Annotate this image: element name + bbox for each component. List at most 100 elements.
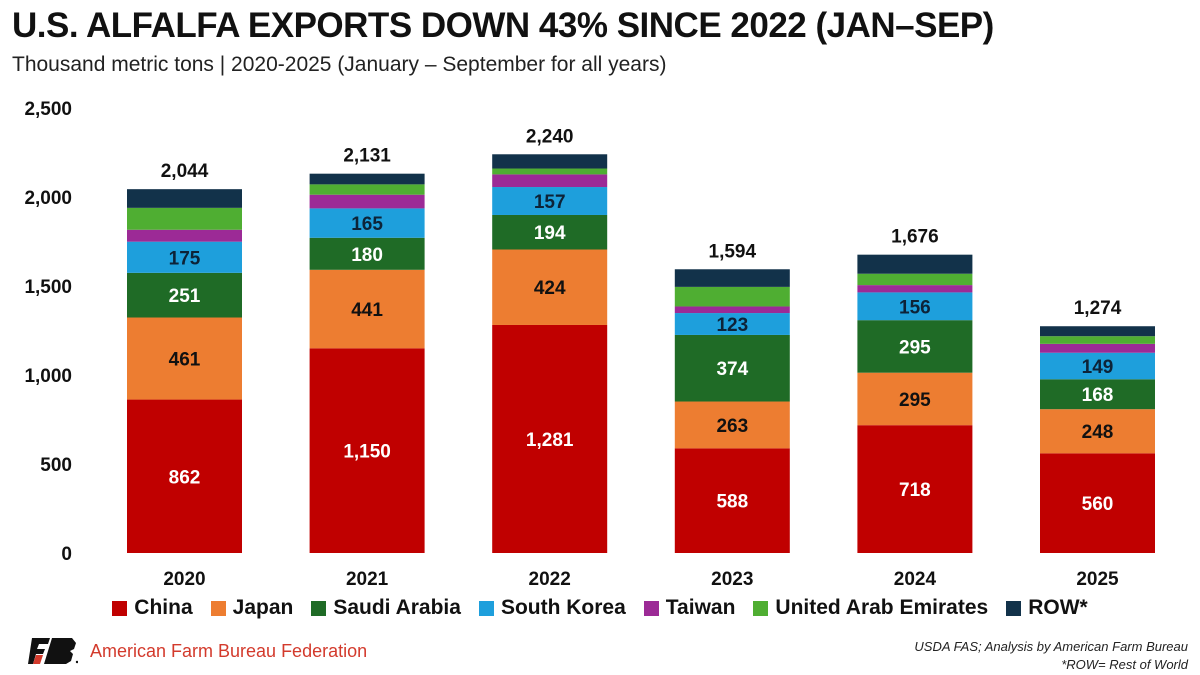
bar-segment-row- <box>492 154 608 169</box>
data-label: 1,281 <box>526 430 574 451</box>
bar-segment-saudi-arabia <box>674 334 790 402</box>
data-label: 180 <box>351 245 383 266</box>
y-tick-label: 0 <box>61 544 72 565</box>
y-tick-label: 2,000 <box>24 188 72 209</box>
data-label: 295 <box>899 390 931 411</box>
bar-segment-saudi-arabia <box>309 237 425 270</box>
legend-item: Taiwan <box>643 596 736 620</box>
legend-item: United Arab Emirates <box>753 596 988 620</box>
total-label: 2,131 <box>343 146 391 167</box>
legend-swatch <box>643 600 659 616</box>
chart-subtitle: Thousand metric tons | 2020-2025 (Januar… <box>12 53 667 76</box>
bar-segment-japan <box>127 317 242 400</box>
total-label: 2,240 <box>526 126 574 147</box>
bar-segment-japan <box>674 401 790 449</box>
bar-segment-china <box>492 324 608 553</box>
bar-segment-united-arab-emirates <box>309 184 425 195</box>
legend-swatch <box>478 600 494 616</box>
bar-segment-taiwan <box>857 285 973 293</box>
x-tick-label: 2023 <box>711 569 753 590</box>
data-label: 123 <box>716 315 748 336</box>
data-label: 461 <box>169 350 201 371</box>
legend-label: ROW* <box>1028 596 1088 619</box>
bar-segment-south-korea <box>1040 352 1155 380</box>
bar-segment-taiwan <box>1040 343 1155 353</box>
data-label: 248 <box>1082 422 1114 443</box>
y-tick-label: 2,500 <box>24 99 72 120</box>
legend-swatch <box>210 600 226 616</box>
legend-swatch <box>112 600 128 616</box>
total-label: 2,044 <box>161 161 209 182</box>
bar-segment-united-arab-emirates <box>1040 336 1155 344</box>
bar-segment-row- <box>309 173 425 185</box>
legend-label: China <box>134 596 193 619</box>
bar-segment-row- <box>674 269 790 287</box>
bar-segment-saudi-arabia <box>857 320 973 373</box>
data-label: 441 <box>351 300 383 321</box>
bar-segment-south-korea <box>127 241 242 273</box>
bar-segment-saudi-arabia <box>1040 379 1155 410</box>
bar-segment-united-arab-emirates <box>492 168 608 175</box>
data-label: 251 <box>169 286 201 307</box>
bar-segment-japan <box>1040 409 1155 454</box>
data-label: 374 <box>716 359 748 380</box>
source-note: USDA FAS; Analysis by American Farm Bure… <box>914 638 1188 674</box>
data-label: 157 <box>534 192 566 213</box>
bar-segment-china <box>127 399 242 553</box>
legend-swatch <box>311 600 327 616</box>
bar-segment-china <box>857 425 973 553</box>
legend-label: Saudi Arabia <box>333 596 461 619</box>
bar-segment-united-arab-emirates <box>127 207 242 230</box>
data-label: 862 <box>169 467 201 488</box>
legend-swatch <box>753 600 769 616</box>
bar-segment-row- <box>1040 326 1155 337</box>
data-label: 424 <box>534 278 566 299</box>
data-label: 168 <box>1082 385 1114 406</box>
x-tick-label: 2025 <box>1076 569 1119 590</box>
bar-segment-japan <box>857 372 973 426</box>
bar-segment-china <box>309 348 425 553</box>
x-tick-label: 2022 <box>529 569 571 590</box>
bar-segment-united-arab-emirates <box>857 273 973 286</box>
legend-item: China <box>112 596 193 620</box>
fb-logo-icon <box>28 638 78 664</box>
legend-label: Japan <box>232 596 294 619</box>
bar-segment-taiwan <box>127 229 242 242</box>
data-label: 718 <box>899 480 931 501</box>
bar-segment-taiwan <box>674 306 790 314</box>
data-label: 588 <box>716 492 748 513</box>
data-label: 263 <box>716 416 748 437</box>
legend-swatch <box>1006 600 1022 616</box>
data-label: 149 <box>1082 357 1114 378</box>
bar-segment-south-korea <box>492 187 608 215</box>
chart-title: U.S. ALFALFA EXPORTS DOWN 43% SINCE 2022… <box>12 6 994 45</box>
y-tick-label: 500 <box>40 455 72 476</box>
bar-segment-south-korea <box>674 313 790 335</box>
bar-segment-china <box>674 448 790 553</box>
bar-segment-south-korea <box>309 208 425 238</box>
legend-item: ROW* <box>1006 596 1088 620</box>
legend-label: South Korea <box>500 596 626 619</box>
bar-segment-japan <box>492 249 608 325</box>
legend-label: United Arab Emirates <box>775 596 989 619</box>
bar-segment-south-korea <box>857 292 973 321</box>
y-tick-label: 1,000 <box>24 366 72 387</box>
bar-segment-taiwan <box>492 174 608 188</box>
legend-item: Saudi Arabia <box>311 596 461 620</box>
total-label: 1,274 <box>1074 298 1122 319</box>
legend-item: Japan <box>210 596 294 620</box>
org-name: American Farm Bureau Federation <box>90 640 368 661</box>
x-tick-label: 2021 <box>346 569 389 590</box>
x-tick-label: 2020 <box>163 569 205 590</box>
source-text: USDA FAS; Analysis by American Farm Bure… <box>914 639 1188 654</box>
bar-segment-united-arab-emirates <box>674 286 790 307</box>
data-label: 165 <box>351 214 383 235</box>
total-label: 1,676 <box>891 227 939 248</box>
y-tick-label: 1,500 <box>24 277 72 298</box>
data-label: 194 <box>534 223 566 244</box>
data-label: 560 <box>1082 494 1114 515</box>
legend-label: Taiwan <box>665 596 736 619</box>
stacked-bar-chart: 0 500 1,000 1,500 2,000 2,500 862 461 251 175 2,04… <box>24 99 1155 590</box>
bar-segment-row- <box>127 189 242 208</box>
bar-segment-row- <box>857 254 973 274</box>
